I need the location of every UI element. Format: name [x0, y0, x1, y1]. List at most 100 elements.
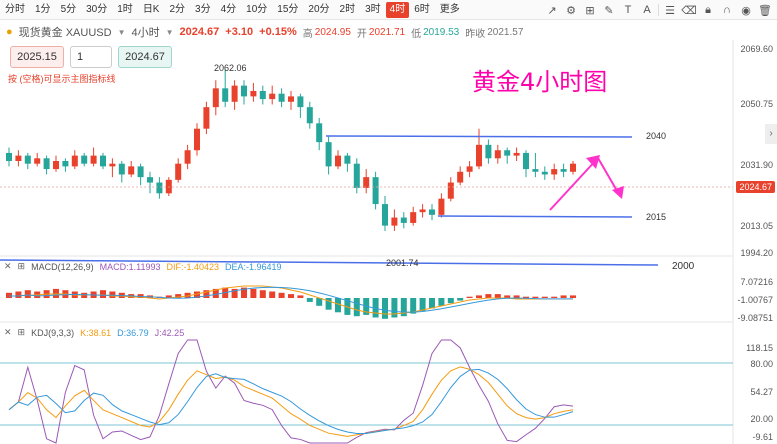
candle-body	[53, 161, 59, 170]
quantity-input[interactable]: 1	[70, 46, 112, 68]
forecast-arrow	[549, 156, 621, 211]
timeframe-tab[interactable]: 15分	[277, 3, 299, 15]
candle-body	[570, 163, 576, 172]
candle-body	[147, 177, 153, 183]
kdj-axis-label: 118.15	[746, 343, 773, 353]
candle-body	[203, 107, 210, 129]
high-value: 2024.95	[314, 26, 351, 38]
candle-body	[429, 209, 435, 215]
macd-bar	[109, 291, 116, 298]
ruler-icon[interactable]: ⊞	[585, 4, 595, 17]
candle-body	[184, 150, 191, 164]
kdj-label: KDJ(9,3,3)	[31, 327, 75, 338]
period-label[interactable]: 4小时	[131, 27, 160, 39]
timeframe-tab[interactable]: 4分	[220, 3, 237, 15]
macd-bar	[6, 292, 12, 298]
trash-icon[interactable]: 🗑︎	[758, 4, 772, 17]
text-icon[interactable]: T	[624, 4, 632, 16]
timeframe-tab[interactable]: 1时	[117, 3, 133, 15]
trend-line-icon[interactable]: ↗	[547, 4, 557, 17]
open-value: 2021.71	[368, 26, 406, 38]
timeframe-tab[interactable]: 30分	[86, 3, 108, 15]
eraser-icon[interactable]: ⌫	[681, 4, 697, 17]
macd-bar	[344, 298, 351, 315]
eye-icon[interactable]: ◉	[741, 4, 751, 17]
settings-icon[interactable]: ⊞	[17, 261, 26, 271]
timeframe-tab[interactable]: 6时	[414, 3, 430, 15]
macd-bar	[429, 298, 435, 309]
timeframe-tab[interactable]: 10分	[246, 3, 268, 15]
candle-body	[344, 155, 351, 164]
drawing-tools: ↗ ⚙ ⊞ ✎ T A ☰ ⌫ 🔒︎ ∩ ◉ 🗑︎	[544, 0, 773, 20]
timeframe-tab[interactable]: 5分	[60, 3, 77, 15]
candle-body	[137, 166, 144, 178]
macd-bar	[165, 295, 172, 298]
macd-bar	[541, 296, 548, 298]
macd-bar	[250, 288, 257, 298]
candle-body	[363, 177, 370, 188]
macd-bar	[203, 290, 210, 298]
price-axis-label: 2013.05	[740, 221, 773, 231]
macd-bar	[278, 292, 285, 298]
settings-icon[interactable]: ⚙	[566, 4, 576, 17]
timeframe-tab[interactable]: 3时	[365, 3, 381, 15]
candle-body	[551, 169, 558, 175]
timeframe-tab[interactable]: 2时	[339, 3, 356, 15]
k-value: K:38.61	[80, 327, 112, 338]
timeframe-tab[interactable]: 2分	[169, 3, 186, 15]
d-value: D:36.79	[117, 327, 149, 338]
chevron-down-icon[interactable]: ▼	[165, 27, 174, 37]
timeframe-tab[interactable]: 日K	[142, 3, 160, 15]
candle-body	[100, 155, 106, 167]
macd-bar	[485, 294, 492, 298]
settings-icon[interactable]: ⊞	[17, 327, 26, 337]
macd-bar	[175, 294, 182, 298]
candle-body	[128, 166, 135, 175]
symbol-star-icon[interactable]: ●	[6, 26, 13, 38]
indicator-hint: 按 (空格)可显示主图指标线	[8, 74, 116, 84]
candle-body	[391, 217, 398, 226]
sell-price-button[interactable]: 2025.15	[10, 46, 64, 68]
pen-icon[interactable]: ✎	[604, 4, 614, 17]
price-axis-label: 1994.20	[740, 248, 773, 258]
timeframe-tab[interactable]: 3分	[195, 3, 211, 15]
collapse-icon[interactable]: ✕	[4, 261, 12, 271]
timeframe-tab[interactable]: 1分	[35, 3, 51, 15]
collapse-icon[interactable]: ✕	[4, 327, 12, 337]
level-2000-label: 2000	[672, 261, 695, 272]
timeframe-tab[interactable]: 分时	[5, 3, 25, 15]
candle-body	[541, 171, 548, 175]
magnet-icon[interactable]: ∩	[723, 4, 731, 16]
sliders-icon[interactable]: ☰	[665, 4, 675, 17]
chevron-right-icon[interactable]: ›	[765, 124, 777, 144]
candle-body	[165, 179, 172, 194]
candle-body	[90, 155, 97, 164]
macd-bar	[410, 298, 417, 314]
candle-body	[259, 91, 266, 100]
candle-body	[325, 142, 332, 167]
timeframe-tab[interactable]: 更多	[439, 3, 460, 15]
price-change: +3.10	[225, 26, 254, 38]
lock-icon[interactable]: 🔒︎	[705, 3, 711, 16]
last-price: 2024.67	[179, 26, 220, 38]
j-value: J:42.25	[154, 327, 185, 338]
candle-body	[372, 177, 379, 205]
font-size-icon[interactable]: A	[643, 4, 651, 16]
timeframe-tab[interactable]: 4时	[385, 1, 410, 18]
timeframe-tab[interactable]: 20分	[308, 3, 330, 15]
macd-bar	[231, 288, 238, 298]
buy-price-button[interactable]: 2024.67	[118, 46, 172, 68]
candle-body	[241, 85, 247, 97]
candle-body	[410, 212, 417, 223]
chevron-down-icon[interactable]: ▼	[117, 27, 126, 37]
prev-close-value: 2021.57	[487, 26, 524, 38]
candle-body	[222, 88, 229, 102]
symbol-name[interactable]: 现货黄金 XAUUSD	[18, 27, 112, 39]
chart-caption: 黄金4小时图	[472, 68, 608, 96]
low-value: 2019.53	[423, 26, 460, 38]
macd-label: MACD(12,26,9)	[31, 261, 94, 272]
candle-body	[81, 155, 88, 164]
low-annotation: 2001.74	[386, 258, 419, 268]
price-axis-label: 2050.75	[740, 99, 773, 109]
